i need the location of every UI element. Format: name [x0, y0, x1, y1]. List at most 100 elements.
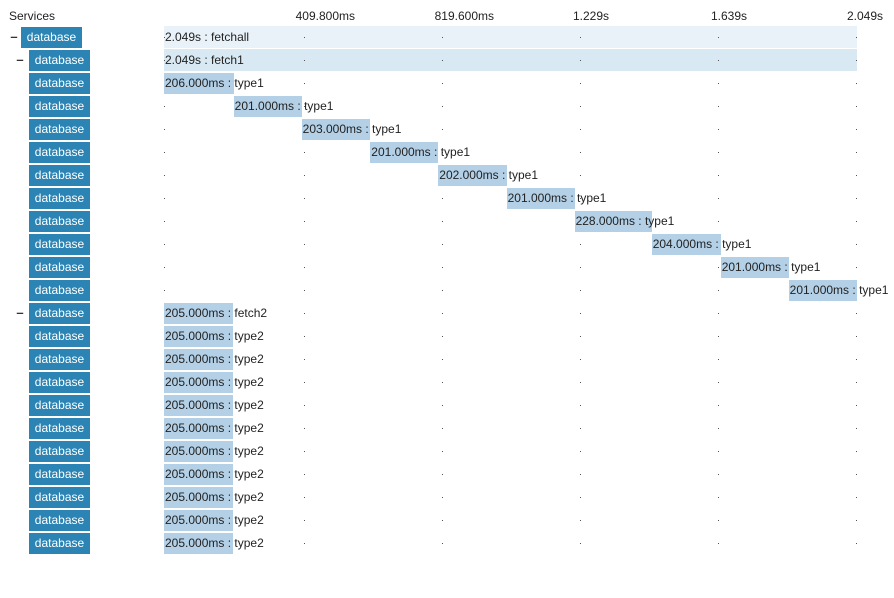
- service-label[interactable]: database: [29, 280, 90, 301]
- span-row[interactable]: database 206.000ms : type1: [0, 72, 894, 95]
- gridline-dot: [718, 336, 719, 337]
- service-label[interactable]: database: [29, 142, 90, 163]
- gridline-dot: [718, 520, 719, 521]
- gridline-dot: [856, 175, 857, 176]
- service-label[interactable]: database: [29, 188, 90, 209]
- span-bar[interactable]: [370, 142, 439, 163]
- service-label[interactable]: database: [29, 349, 90, 370]
- time-tick-label: 2.049s: [846, 9, 883, 23]
- service-label[interactable]: database: [29, 234, 90, 255]
- span-duration-name: 205.000ms : type2: [165, 533, 264, 554]
- span-separator: :: [224, 352, 235, 366]
- span-bar[interactable]: [164, 510, 234, 531]
- span-row[interactable]: database 205.000ms : type2: [0, 463, 894, 486]
- span-row[interactable]: database 201.000ms : type1: [0, 279, 894, 302]
- service-label[interactable]: database: [29, 165, 90, 186]
- span-row[interactable]: database 201.000ms : type1: [0, 187, 894, 210]
- span-bar[interactable]: [164, 464, 234, 485]
- span-row[interactable]: database 203.000ms : type1: [0, 118, 894, 141]
- collapse-toggle-icon[interactable]: –: [16, 305, 24, 320]
- span-bar[interactable]: [438, 165, 507, 186]
- span-row[interactable]: database 205.000ms : type2: [0, 394, 894, 417]
- span-duration: 201.000ms: [721, 260, 782, 274]
- gridline-dot: [164, 175, 165, 176]
- gridline-dot: [718, 428, 719, 429]
- span-row[interactable]: database 201.000ms : type1: [0, 256, 894, 279]
- span-row[interactable]: – database 2.049s : fetchall: [0, 26, 894, 49]
- gridline-dot: [580, 152, 581, 153]
- service-label[interactable]: database: [29, 487, 90, 508]
- span-row[interactable]: database 205.000ms : type2: [0, 509, 894, 532]
- service-label[interactable]: database: [29, 50, 90, 71]
- span-bar[interactable]: [164, 73, 234, 94]
- gridline-dot: [580, 451, 581, 452]
- service-label[interactable]: database: [29, 257, 90, 278]
- span-bar[interactable]: [164, 303, 234, 324]
- service-label[interactable]: database: [21, 27, 82, 48]
- span-separator: :: [634, 214, 645, 228]
- span-row[interactable]: database 201.000ms : type1: [0, 95, 894, 118]
- span-bar[interactable]: [164, 533, 234, 554]
- span-separator: :: [430, 145, 441, 159]
- service-label[interactable]: database: [29, 303, 90, 324]
- service-label[interactable]: database: [29, 464, 90, 485]
- service-label[interactable]: database: [29, 96, 90, 117]
- service-label[interactable]: database: [29, 395, 90, 416]
- span-bar[interactable]: [164, 418, 234, 439]
- span-bar[interactable]: [506, 188, 575, 209]
- span-row[interactable]: – database 2.049s : fetch1: [0, 49, 894, 72]
- service-label[interactable]: database: [29, 372, 90, 393]
- service-label[interactable]: database: [29, 73, 90, 94]
- span-row[interactable]: database 205.000ms : type2: [0, 440, 894, 463]
- service-label[interactable]: database: [29, 326, 90, 347]
- collapse-toggle-icon[interactable]: –: [16, 52, 24, 67]
- span-bar[interactable]: [651, 234, 721, 255]
- service-label[interactable]: database: [29, 418, 90, 439]
- span-separator: :: [294, 99, 305, 113]
- gridline-dot: [580, 83, 581, 84]
- span-row[interactable]: database 228.000ms : type1: [0, 210, 894, 233]
- service-label[interactable]: database: [29, 441, 90, 462]
- span-row[interactable]: database 205.000ms : type2: [0, 417, 894, 440]
- span-row[interactable]: – database 205.000ms : fetch2: [0, 302, 894, 325]
- span-bar[interactable]: [164, 395, 234, 416]
- span-row[interactable]: database 205.000ms : type2: [0, 371, 894, 394]
- span-bar[interactable]: [164, 487, 234, 508]
- gridline-dot: [442, 152, 443, 153]
- gridline-dot: [164, 244, 165, 245]
- span-separator: :: [224, 306, 235, 320]
- gridline-dot: [856, 336, 857, 337]
- span-bar[interactable]: [164, 349, 234, 370]
- span-bar[interactable]: [164, 372, 234, 393]
- gridline-dot: [304, 83, 305, 84]
- span-separator: :: [224, 536, 235, 550]
- service-label[interactable]: database: [29, 510, 90, 531]
- span-name: type1: [859, 283, 889, 297]
- span-bar[interactable]: [720, 257, 789, 278]
- span-bar[interactable]: [301, 119, 371, 140]
- span-separator: :: [224, 421, 235, 435]
- gridline-dot: [718, 474, 719, 475]
- span-bar[interactable]: [788, 280, 857, 301]
- service-label[interactable]: database: [29, 119, 90, 140]
- collapse-toggle-icon[interactable]: –: [10, 29, 18, 44]
- span-row[interactable]: database 205.000ms : type2: [0, 348, 894, 371]
- gridline-dot: [718, 497, 719, 498]
- gridline-dot: [718, 267, 719, 268]
- service-label[interactable]: database: [29, 211, 90, 232]
- gridline-dot: [164, 290, 165, 291]
- span-row[interactable]: database 205.000ms : type2: [0, 486, 894, 509]
- span-bar[interactable]: [164, 326, 234, 347]
- span-bar[interactable]: [574, 211, 652, 232]
- span-row[interactable]: database 205.000ms : type2: [0, 532, 894, 555]
- span-row[interactable]: database 204.000ms : type1: [0, 233, 894, 256]
- span-name: type1: [722, 237, 752, 251]
- span-row[interactable]: database 201.000ms : type1: [0, 141, 894, 164]
- gridline-dot: [580, 336, 581, 337]
- service-label[interactable]: database: [29, 533, 90, 554]
- span-bar[interactable]: [164, 441, 234, 462]
- span-row[interactable]: database 205.000ms : type2: [0, 325, 894, 348]
- span-bar[interactable]: [233, 96, 302, 117]
- span-row[interactable]: database 202.000ms : type1: [0, 164, 894, 187]
- gridline-dot: [304, 60, 305, 61]
